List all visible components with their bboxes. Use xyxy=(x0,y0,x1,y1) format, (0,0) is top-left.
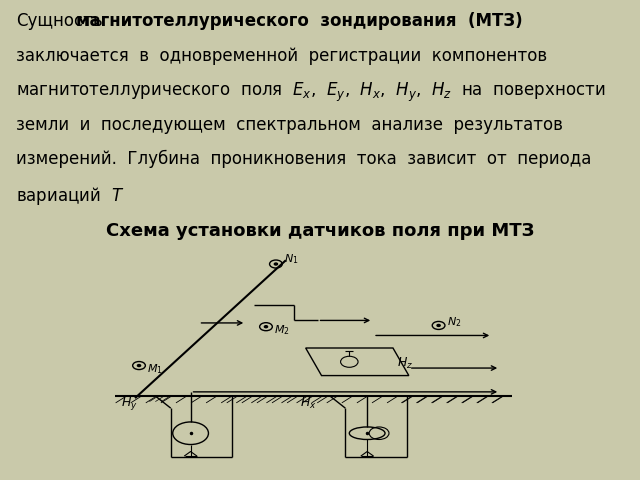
Text: $H_y$: $H_y$ xyxy=(121,395,138,412)
Text: $M_2$: $M_2$ xyxy=(274,324,290,337)
Text: $N_2$: $N_2$ xyxy=(447,315,461,329)
Text: магнитотеллурического  зондирования  (МТЗ): магнитотеллурического зондирования (МТЗ) xyxy=(76,12,522,30)
Text: измерений.  Глубина  проникновения  тока  зависит  от  периода: измерений. Глубина проникновения тока за… xyxy=(16,150,591,168)
Text: $H_x$: $H_x$ xyxy=(300,396,316,411)
Circle shape xyxy=(264,326,268,328)
Text: вариаций  $T$: вариаций $T$ xyxy=(16,185,124,207)
Circle shape xyxy=(275,263,278,265)
Circle shape xyxy=(437,324,440,326)
Circle shape xyxy=(138,364,141,367)
Text: Схема установки датчиков поля при МТЗ: Схема установки датчиков поля при МТЗ xyxy=(106,222,534,240)
Text: магнитотеллурического  поля  $E_x$,  $E_y$,  $H_x$,  $H_y$,  $H_z$  на  поверхно: магнитотеллурического поля $E_x$, $E_y$,… xyxy=(16,81,605,104)
Text: $N_1$: $N_1$ xyxy=(284,252,298,266)
Text: земли  и  последующем  спектральном  анализе  результатов: земли и последующем спектральном анализе… xyxy=(16,116,563,133)
Text: заключается  в  одновременной  регистрации  компонентов: заключается в одновременной регистрации … xyxy=(16,47,547,65)
Text: $H_z$: $H_z$ xyxy=(397,356,413,371)
Text: $M_1$: $M_1$ xyxy=(147,362,163,376)
Text: Сущность: Сущность xyxy=(16,12,102,30)
